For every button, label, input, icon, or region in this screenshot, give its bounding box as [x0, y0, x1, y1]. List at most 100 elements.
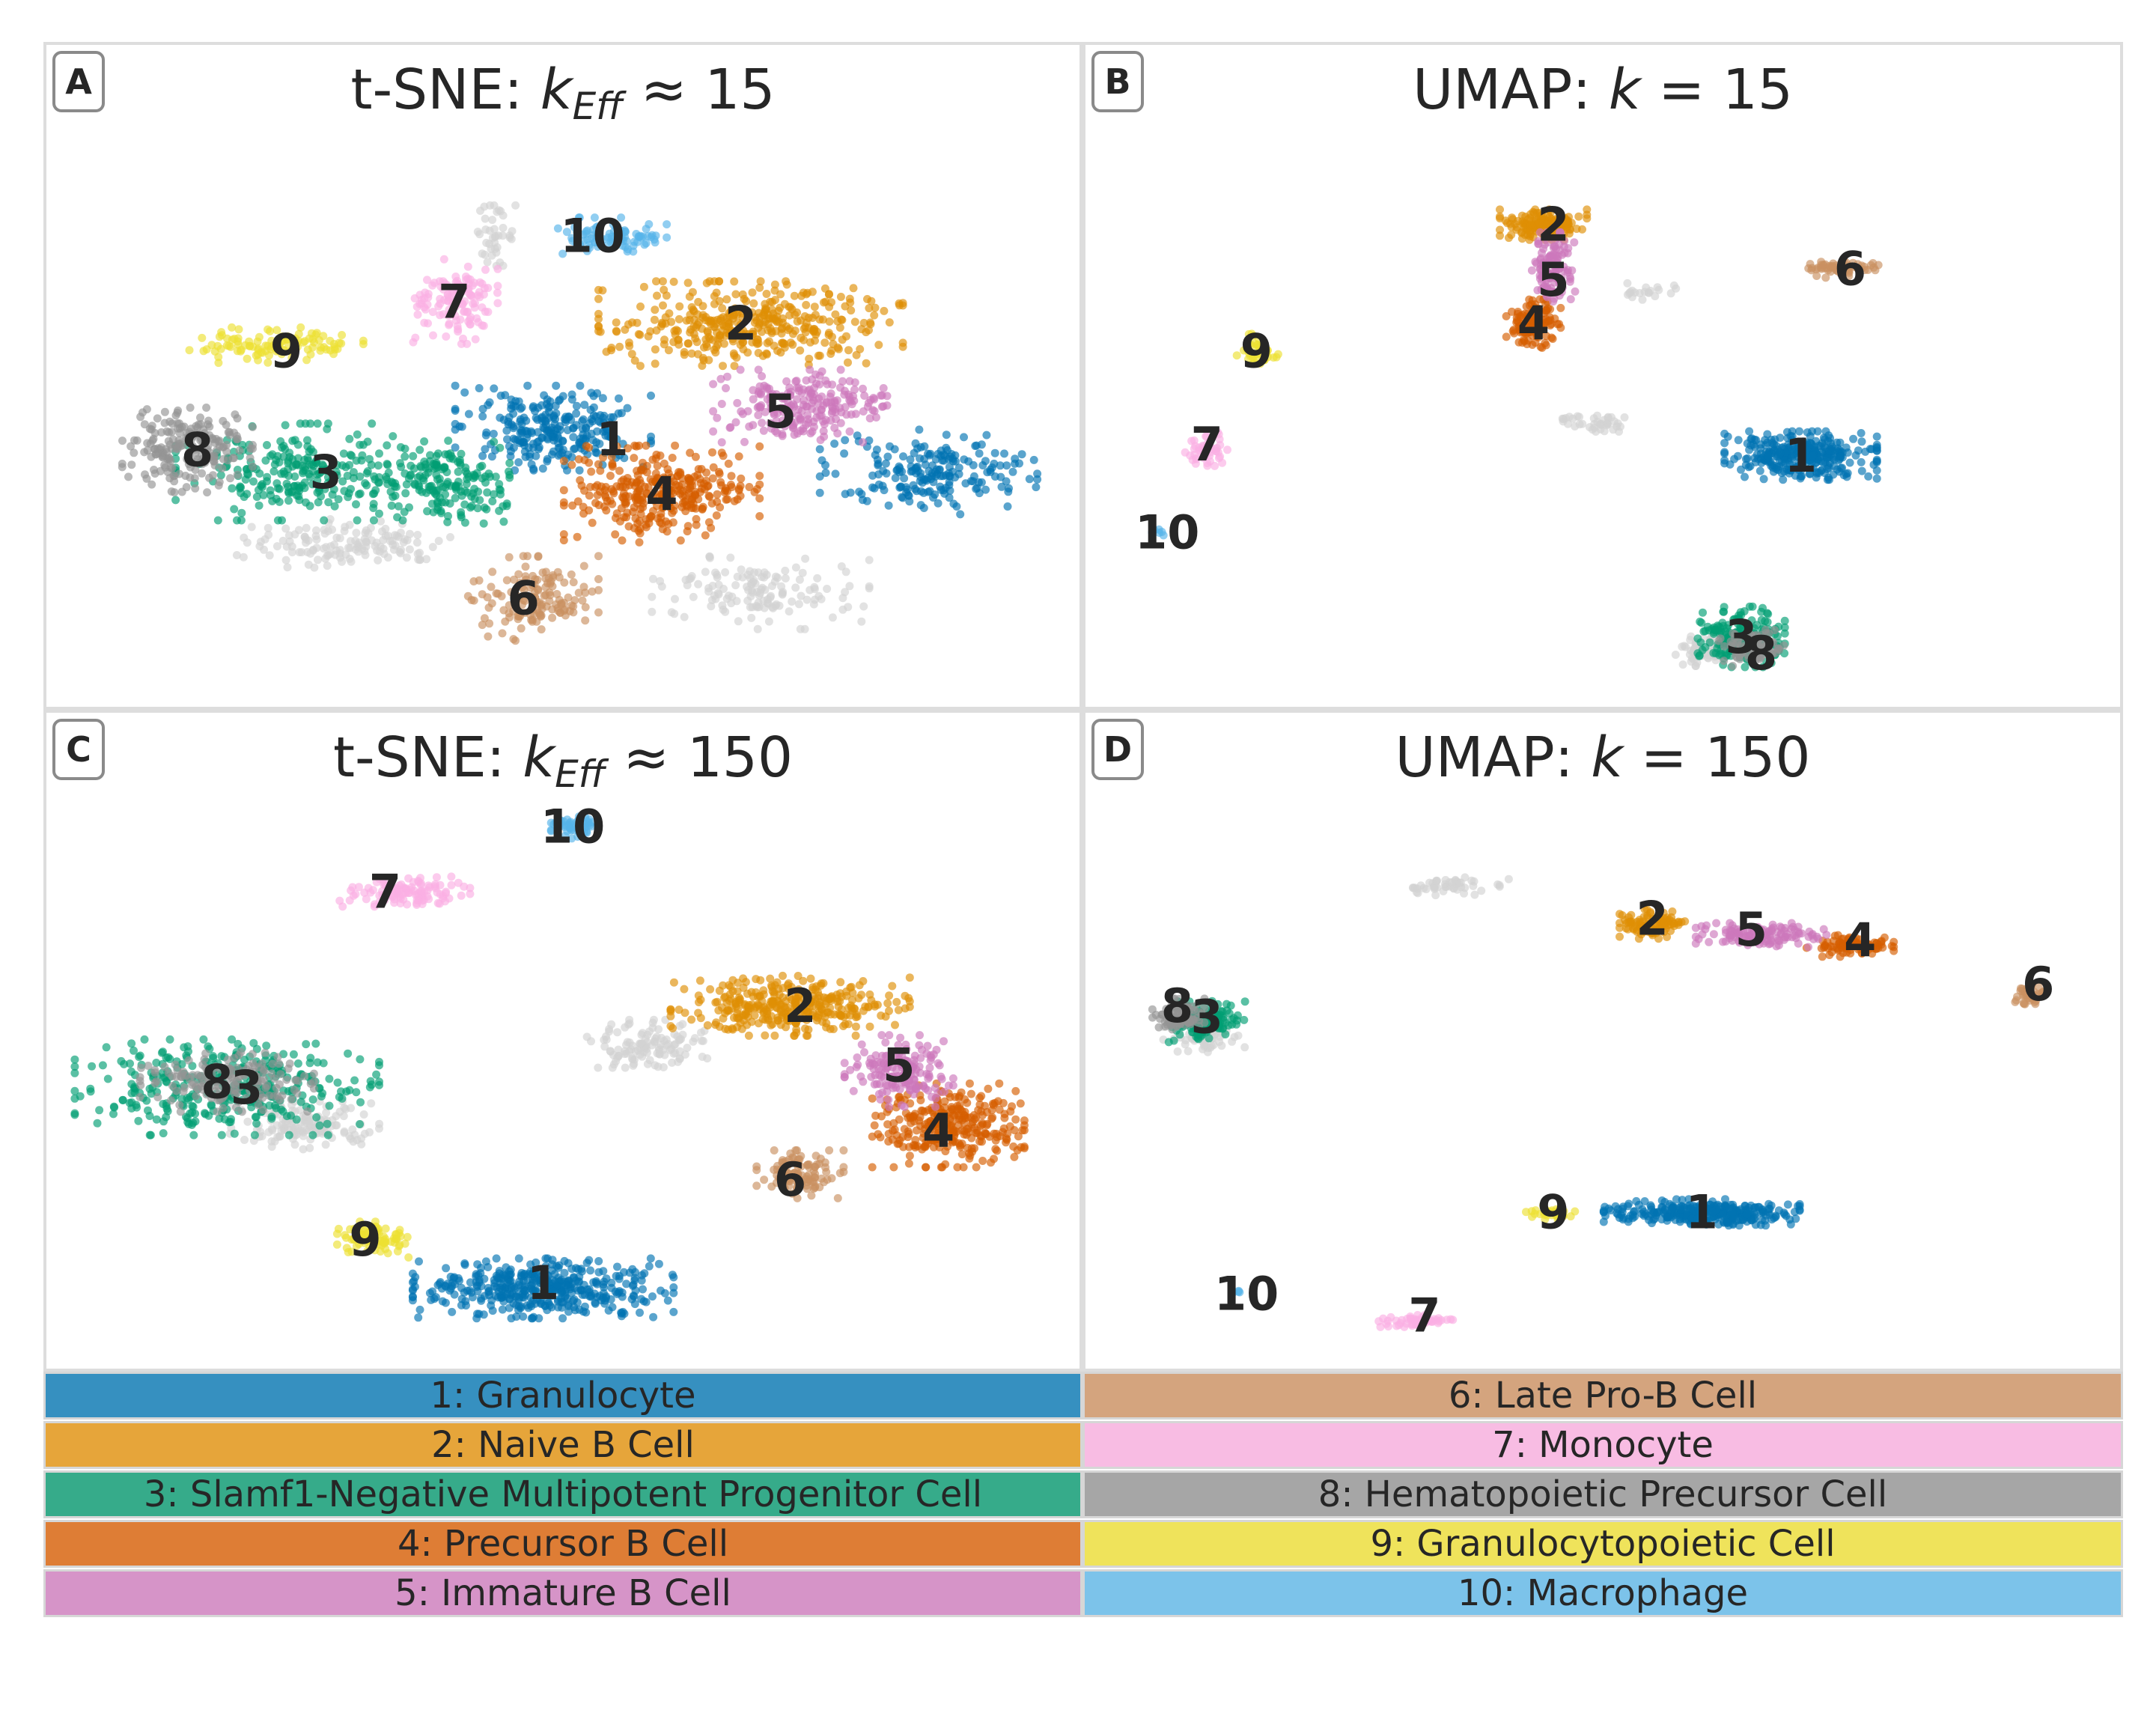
- cell-point: [615, 1274, 624, 1283]
- cell-point: [406, 529, 414, 538]
- cell-point: [804, 419, 813, 428]
- cell-point: [644, 332, 653, 341]
- cell-point: [1527, 266, 1536, 275]
- cell-point: [1008, 467, 1017, 476]
- cell-point: [338, 477, 347, 486]
- cell-point: [612, 442, 621, 451]
- cell-point: [762, 290, 771, 298]
- cell-point: [701, 568, 710, 576]
- cell-point: [1626, 288, 1635, 296]
- cell-point: [830, 397, 839, 406]
- cell-point: [1669, 281, 1678, 290]
- cell-point: [549, 1287, 558, 1296]
- cell-point: [415, 1257, 423, 1266]
- cell-point: [473, 228, 482, 237]
- cell-point: [281, 524, 290, 533]
- cell-point: [1002, 477, 1011, 486]
- cell-point: [1720, 603, 1729, 612]
- cell-point: [1541, 338, 1550, 347]
- cluster-label-2: 2: [1537, 198, 1569, 252]
- cell-point: [574, 588, 583, 597]
- cell-point: [203, 445, 212, 454]
- cell-point: [439, 255, 448, 264]
- cell-point: [754, 568, 763, 577]
- cell-point: [569, 578, 578, 587]
- cell-point: [290, 1140, 299, 1149]
- cell-point: [585, 240, 594, 249]
- cluster-label-7: 7: [1191, 417, 1223, 472]
- cluster-10-points: [553, 213, 672, 258]
- cell-point: [1032, 483, 1041, 492]
- cell-point: [1512, 225, 1521, 234]
- cell-point: [945, 493, 954, 502]
- cell-point: [1550, 294, 1559, 303]
- cell-point: [237, 483, 246, 492]
- cell-point: [496, 443, 505, 452]
- cell-point: [746, 567, 755, 576]
- cell-point: [332, 1121, 341, 1130]
- cell-point: [868, 471, 877, 480]
- cell-point: [451, 425, 460, 434]
- cell-point: [375, 509, 383, 518]
- cell-point: [469, 577, 478, 585]
- cell-point: [1727, 642, 1735, 650]
- cell-point: [715, 296, 724, 305]
- cell-point: [639, 1285, 647, 1294]
- cell-point: [222, 447, 231, 456]
- cell-point: [870, 311, 879, 320]
- cell-point: [334, 495, 343, 504]
- cell-point: [526, 452, 534, 461]
- cell-point: [719, 585, 728, 593]
- cell-point: [891, 474, 900, 482]
- cell-point: [559, 457, 568, 466]
- cell-point: [628, 1041, 637, 1050]
- cell-point: [1710, 625, 1719, 634]
- cell-point: [683, 522, 692, 531]
- cell-point: [230, 505, 239, 514]
- cell-point: [1752, 436, 1761, 445]
- cell-point: [582, 227, 591, 236]
- cell-point: [688, 288, 697, 296]
- cell-point: [1524, 315, 1533, 324]
- cell-point: [429, 331, 437, 340]
- cell-point: [865, 584, 874, 593]
- cell-point: [420, 303, 429, 311]
- cell-point: [379, 535, 388, 544]
- cell-point: [466, 1278, 475, 1287]
- cell-point: [457, 1294, 466, 1303]
- cell-point: [1804, 264, 1813, 273]
- cell-point: [900, 474, 909, 483]
- cell-point: [986, 466, 995, 474]
- cell-point: [648, 1292, 657, 1301]
- cell-point: [401, 489, 410, 498]
- cell-point: [614, 409, 623, 418]
- cell-point: [709, 463, 718, 472]
- cell-point: [672, 326, 680, 335]
- cell-point: [620, 1309, 629, 1318]
- cell-point: [450, 1290, 459, 1299]
- cell-point: [186, 455, 195, 464]
- cell-point: [819, 298, 828, 307]
- cell-point: [463, 274, 472, 283]
- cell-point: [621, 227, 630, 236]
- cell-point: [1588, 425, 1597, 434]
- cell-point: [369, 504, 378, 512]
- cell-point: [481, 225, 490, 234]
- cell-point: [586, 483, 594, 491]
- cell-point: [268, 496, 277, 505]
- cell-point: [142, 405, 151, 414]
- cell-point: [782, 280, 791, 289]
- cell-point: [975, 449, 984, 458]
- cell-point: [481, 284, 489, 293]
- cell-point: [541, 1262, 550, 1271]
- cell-point: [567, 453, 576, 462]
- cell-point: [441, 1298, 450, 1307]
- cell-point: [871, 303, 880, 312]
- cell-point: [1773, 466, 1782, 475]
- cell-point: [615, 451, 624, 460]
- cell-point: [598, 394, 607, 403]
- cell-point: [868, 406, 877, 415]
- cell-point: [328, 526, 336, 534]
- cell-point: [663, 220, 672, 229]
- cell-point: [781, 566, 790, 575]
